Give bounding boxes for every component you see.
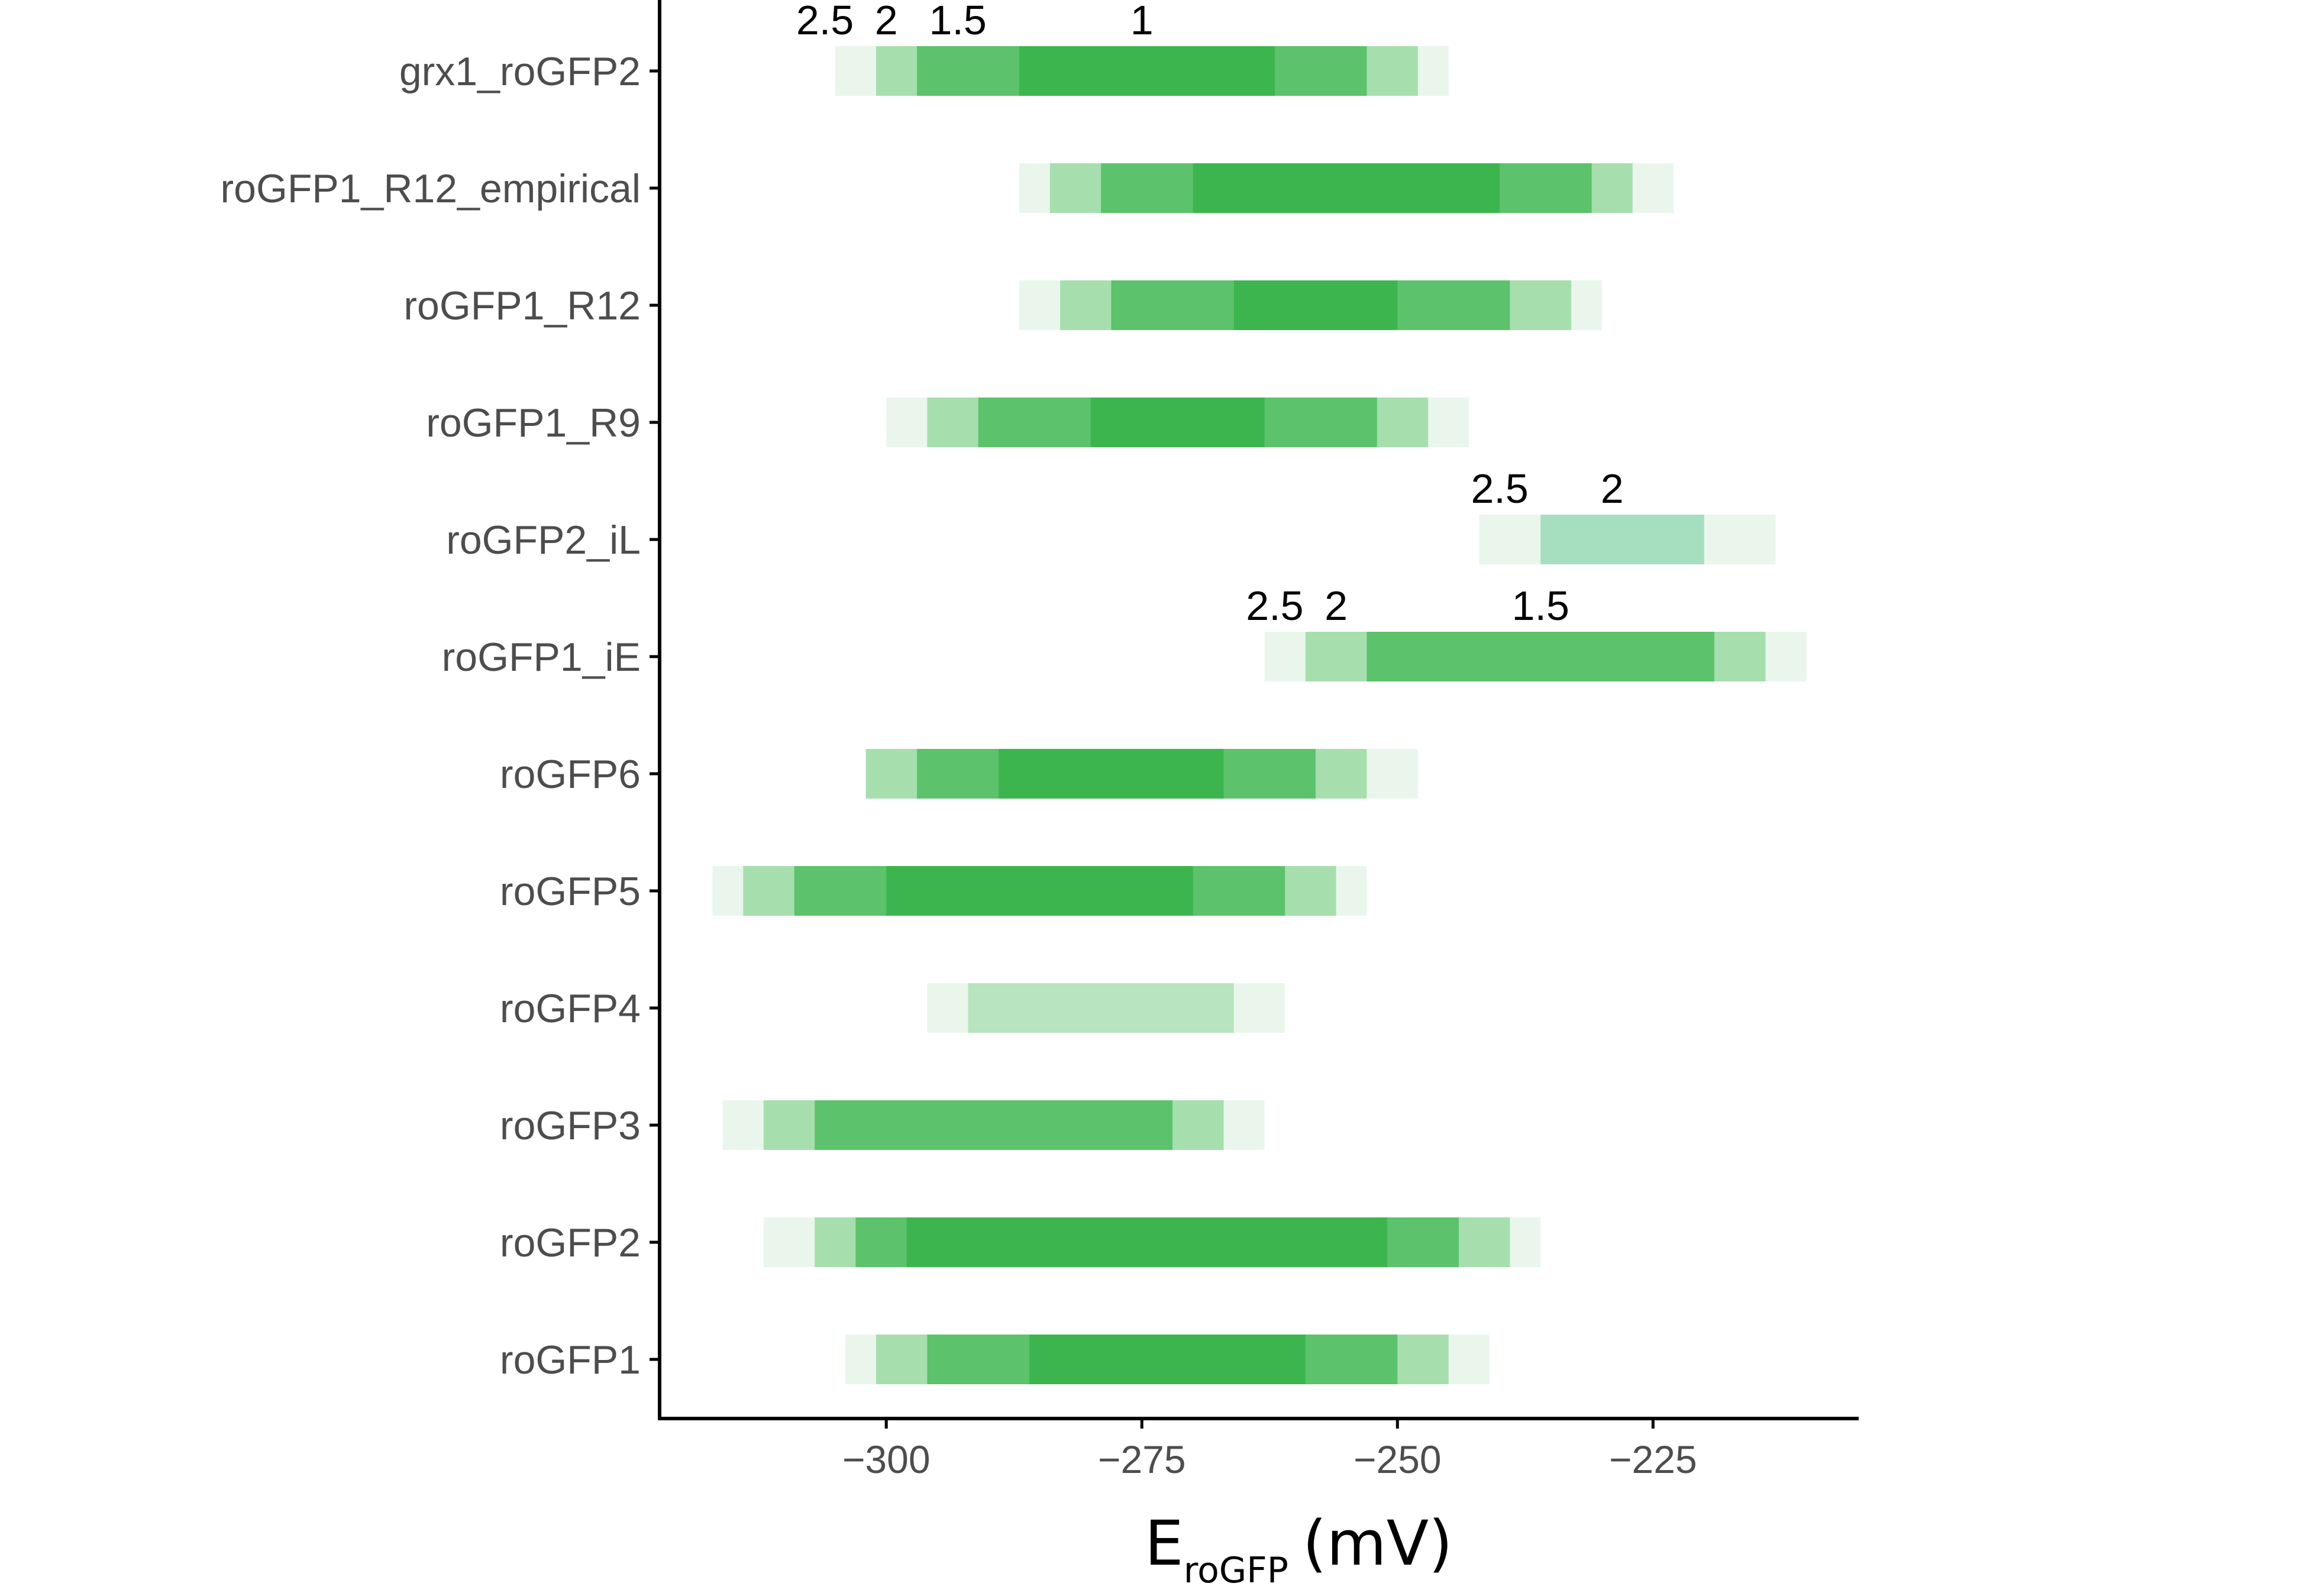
x-tick-label-225: −225 [1609, 1437, 1697, 1481]
y-labels: grx1_roGFP2 roGFP1_R12_empirical roGFP1_R1… [220, 49, 660, 1382]
annotation-rogfp1-ie-2: 2 [1325, 583, 1348, 629]
annotation-rogfp2-il-2: 2 [1601, 466, 1624, 512]
x-ticks: −300 −275 −250 −225 [842, 1419, 1697, 1481]
band-rogfp2-il-2 [1540, 515, 1704, 564]
band-rogfp3-1-5 [815, 1100, 1173, 1150]
band-rogfp6-1 [999, 749, 1224, 799]
band-rogfp2-1 [906, 1217, 1388, 1267]
annotation-rogfp2-il-2-5: 2.5 [1471, 466, 1528, 512]
x-axis-title-subscript: roGFP [1184, 1550, 1288, 1591]
y-label-rogfp1-r12: roGFP1_R12 [403, 283, 641, 328]
y-label-rogfp1-r12-empirical: roGFP1_R12_empirical [220, 166, 641, 211]
annotation-rogfp1-ie-1-5: 1.5 [1512, 583, 1569, 629]
band-rogfp4-2 [968, 983, 1234, 1033]
y-label-rogfp1: roGFP1 [500, 1337, 641, 1382]
band-rogfp1-r12-empirical-1 [1193, 163, 1500, 213]
band-rogfp5-1 [886, 866, 1193, 916]
band-rogfp1-1 [1029, 1335, 1306, 1384]
x-axis-title-unit: (mV) [1303, 1507, 1453, 1579]
y-label-grx1-rogfp2: grx1_roGFP2 [399, 49, 641, 94]
band-rogfp1-r12-1 [1233, 280, 1398, 330]
x-tick-label-300: −300 [842, 1437, 931, 1481]
y-label-rogfp2-il: roGFP2_iL [446, 518, 641, 563]
annotation-grx1-rogfp2-1: 1 [1130, 0, 1154, 43]
y-label-rogfp1-r9: roGFP1_R9 [426, 400, 641, 445]
annotation-grx1-rogfp2-2-5: 2.5 [796, 0, 854, 43]
annotations-layer: 2.5 2 1.5 1 2.5 2 2.5 2 1.5 [796, 0, 1624, 629]
annotation-grx1-rogfp2-2: 2 [875, 0, 898, 43]
bands-layer [712, 46, 1807, 1384]
annotation-rogfp1-ie-2-5: 2.5 [1246, 583, 1303, 629]
x-axis-title-main: E [1145, 1507, 1184, 1579]
x-tick-label-250: −250 [1353, 1437, 1442, 1481]
band-grx1-rogfp2-1 [1019, 46, 1275, 96]
band-rogfp1-ie-1-5 [1367, 632, 1715, 681]
y-label-rogfp2: roGFP2 [500, 1220, 641, 1265]
y-label-rogfp3: roGFP3 [500, 1103, 641, 1148]
band-rogfp1-r9-1 [1090, 398, 1265, 447]
y-label-rogfp6: roGFP6 [500, 752, 641, 797]
y-label-rogfp4: roGFP4 [500, 986, 641, 1031]
y-label-rogfp1-ie: roGFP1_iE [442, 635, 641, 680]
annotation-grx1-rogfp2-1-5: 1.5 [929, 0, 987, 43]
y-label-rogfp5: roGFP5 [500, 869, 641, 914]
x-axis-title: EroGFP (mV) [1145, 1507, 1453, 1591]
x-tick-label-275: −275 [1098, 1437, 1186, 1481]
